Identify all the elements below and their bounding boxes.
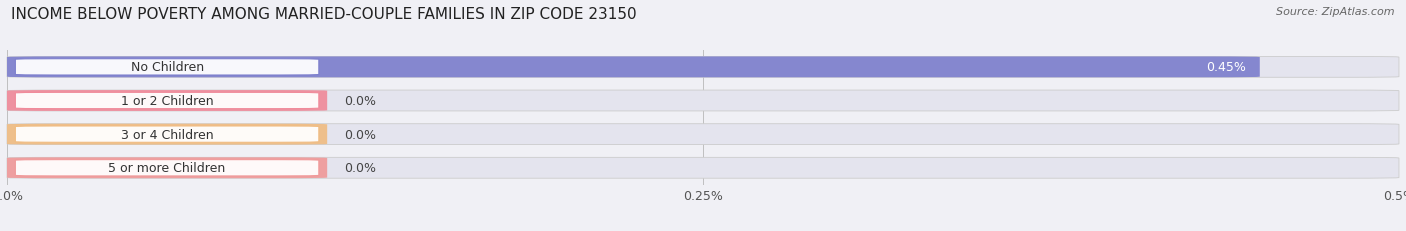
Text: 1 or 2 Children: 1 or 2 Children xyxy=(121,94,214,108)
FancyBboxPatch shape xyxy=(7,91,328,111)
Text: 0.0%: 0.0% xyxy=(344,128,375,141)
Text: Source: ZipAtlas.com: Source: ZipAtlas.com xyxy=(1277,7,1395,17)
FancyBboxPatch shape xyxy=(7,158,328,178)
Text: 5 or more Children: 5 or more Children xyxy=(108,161,226,175)
Text: 0.45%: 0.45% xyxy=(1206,61,1246,74)
FancyBboxPatch shape xyxy=(15,93,319,109)
FancyBboxPatch shape xyxy=(7,57,1399,78)
FancyBboxPatch shape xyxy=(7,57,1260,78)
Text: 0.0%: 0.0% xyxy=(344,161,375,175)
FancyBboxPatch shape xyxy=(15,59,319,76)
FancyBboxPatch shape xyxy=(7,124,1399,145)
FancyBboxPatch shape xyxy=(7,91,1399,111)
FancyBboxPatch shape xyxy=(7,158,1399,178)
Text: 0.0%: 0.0% xyxy=(344,94,375,108)
FancyBboxPatch shape xyxy=(15,160,319,176)
Text: INCOME BELOW POVERTY AMONG MARRIED-COUPLE FAMILIES IN ZIP CODE 23150: INCOME BELOW POVERTY AMONG MARRIED-COUPL… xyxy=(11,7,637,22)
Text: 3 or 4 Children: 3 or 4 Children xyxy=(121,128,214,141)
FancyBboxPatch shape xyxy=(15,126,319,143)
Text: No Children: No Children xyxy=(131,61,204,74)
FancyBboxPatch shape xyxy=(7,124,328,145)
